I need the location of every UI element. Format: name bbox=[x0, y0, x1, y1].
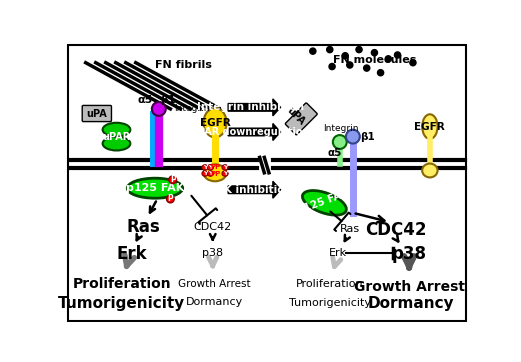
Text: Y: Y bbox=[203, 171, 207, 176]
Text: α5: α5 bbox=[327, 148, 342, 158]
Text: α5: α5 bbox=[138, 96, 153, 105]
Text: PP: PP bbox=[210, 171, 220, 177]
Text: Proliferation: Proliferation bbox=[296, 279, 364, 290]
Ellipse shape bbox=[103, 136, 130, 151]
Ellipse shape bbox=[204, 164, 227, 181]
Text: Y: Y bbox=[208, 165, 213, 170]
Ellipse shape bbox=[207, 165, 214, 170]
Ellipse shape bbox=[333, 135, 346, 149]
Text: Dormancy: Dormancy bbox=[185, 297, 243, 307]
Text: uPAR downregulation: uPAR downregulation bbox=[191, 127, 310, 137]
Ellipse shape bbox=[364, 65, 370, 71]
Polygon shape bbox=[228, 181, 280, 198]
Text: Y: Y bbox=[208, 171, 213, 176]
Text: p125 FAK: p125 FAK bbox=[126, 183, 184, 193]
Text: EGFR: EGFR bbox=[200, 118, 230, 128]
Text: FN fibrils: FN fibrils bbox=[155, 60, 212, 70]
Ellipse shape bbox=[422, 164, 438, 177]
Ellipse shape bbox=[222, 171, 228, 176]
Ellipse shape bbox=[152, 102, 166, 116]
Text: β1: β1 bbox=[361, 132, 375, 142]
Ellipse shape bbox=[222, 165, 228, 170]
Text: Y: Y bbox=[223, 171, 227, 176]
Text: Integrin inhibition: Integrin inhibition bbox=[197, 102, 304, 112]
Text: Growth Arrest: Growth Arrest bbox=[354, 280, 465, 294]
Ellipse shape bbox=[202, 165, 208, 170]
Ellipse shape bbox=[169, 176, 177, 184]
Text: Integrin: Integrin bbox=[324, 124, 359, 132]
Polygon shape bbox=[228, 123, 280, 140]
Ellipse shape bbox=[422, 114, 438, 139]
Text: Ras: Ras bbox=[127, 218, 160, 236]
Ellipse shape bbox=[346, 62, 353, 68]
FancyBboxPatch shape bbox=[286, 103, 317, 135]
Text: Tumorigenicity: Tumorigenicity bbox=[58, 296, 185, 311]
Text: PP: PP bbox=[210, 164, 220, 171]
Text: Dormancy: Dormancy bbox=[367, 296, 454, 311]
Ellipse shape bbox=[378, 70, 383, 76]
Text: Proliferation: Proliferation bbox=[72, 277, 171, 291]
Ellipse shape bbox=[207, 171, 214, 176]
Ellipse shape bbox=[127, 178, 183, 198]
Text: p125 FAK: p125 FAK bbox=[295, 188, 350, 216]
Ellipse shape bbox=[202, 171, 208, 176]
Ellipse shape bbox=[310, 48, 316, 54]
Ellipse shape bbox=[385, 56, 391, 62]
Text: CDC42: CDC42 bbox=[194, 222, 232, 232]
Text: Growth Arrest: Growth Arrest bbox=[178, 279, 251, 289]
Text: uPA: uPA bbox=[285, 106, 307, 127]
Text: uPA: uPA bbox=[86, 109, 107, 118]
Ellipse shape bbox=[342, 53, 348, 59]
Text: p38: p38 bbox=[202, 248, 224, 258]
Text: FAK inhibition: FAK inhibition bbox=[209, 185, 291, 195]
Text: Y: Y bbox=[203, 165, 207, 170]
Text: Integrin: Integrin bbox=[174, 104, 210, 113]
Text: Erk: Erk bbox=[117, 245, 147, 263]
Text: FN molecules: FN molecules bbox=[333, 55, 416, 66]
Ellipse shape bbox=[371, 50, 378, 56]
Text: β1: β1 bbox=[160, 96, 176, 105]
Text: P: P bbox=[170, 175, 176, 184]
Text: Ras: Ras bbox=[340, 224, 360, 234]
Ellipse shape bbox=[356, 47, 362, 53]
Ellipse shape bbox=[103, 123, 130, 136]
Ellipse shape bbox=[329, 63, 335, 70]
Text: P: P bbox=[168, 194, 173, 203]
Polygon shape bbox=[228, 99, 280, 116]
FancyBboxPatch shape bbox=[82, 105, 111, 122]
Ellipse shape bbox=[410, 60, 416, 66]
Ellipse shape bbox=[167, 195, 174, 203]
Text: uPAR: uPAR bbox=[102, 132, 131, 142]
Text: EGFR: EGFR bbox=[415, 122, 445, 132]
Ellipse shape bbox=[346, 130, 360, 144]
Ellipse shape bbox=[204, 108, 227, 138]
Text: Y: Y bbox=[223, 165, 227, 170]
Text: Tumorigenicity: Tumorigenicity bbox=[289, 298, 371, 308]
Text: Erk: Erk bbox=[329, 248, 348, 258]
Text: p38: p38 bbox=[392, 245, 427, 263]
Ellipse shape bbox=[394, 52, 401, 58]
Text: CDC42: CDC42 bbox=[365, 221, 427, 239]
Ellipse shape bbox=[302, 190, 346, 215]
Ellipse shape bbox=[327, 47, 333, 53]
